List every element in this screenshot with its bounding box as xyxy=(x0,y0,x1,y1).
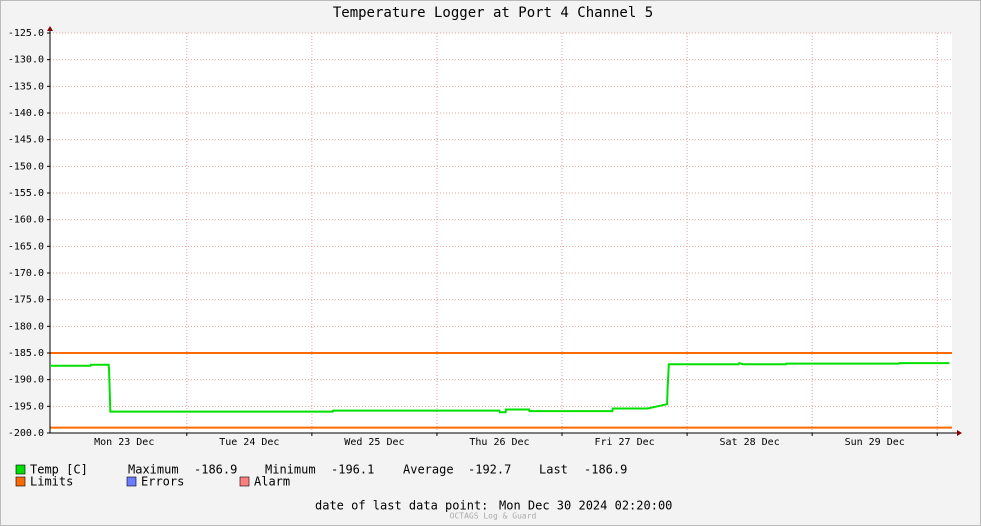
y-tick-label: -185.0 xyxy=(8,348,44,359)
legend-label: Errors xyxy=(141,475,184,489)
x-tick-label: Fri 27 Dec xyxy=(594,437,654,448)
y-tick-label: -190.0 xyxy=(8,375,44,386)
y-axis-arrow xyxy=(47,26,53,31)
x-tick-label: Sat 28 Dec xyxy=(720,437,780,448)
y-tick-label: -150.0 xyxy=(8,161,44,172)
y-tick-label: -125.0 xyxy=(8,28,44,39)
x-tick-label: Mon 23 Dec xyxy=(94,437,154,448)
x-tick-label: Tue 24 Dec xyxy=(219,437,279,448)
y-tick-label: -140.0 xyxy=(8,108,44,119)
legend-label: Alarm xyxy=(254,475,290,489)
x-tick-label: Wed 25 Dec xyxy=(344,437,404,448)
footer-value: Mon Dec 30 2024 02:20:00 xyxy=(499,499,672,513)
y-tick-label: -175.0 xyxy=(8,295,44,306)
plot-area xyxy=(50,33,952,433)
x-tick-label: Thu 26 Dec xyxy=(469,437,529,448)
footer-label: date of last data point: xyxy=(315,499,488,513)
y-tick-label: -135.0 xyxy=(8,81,44,92)
stat-label: Average xyxy=(403,463,454,477)
y-tick-label: -200.0 xyxy=(8,428,44,439)
stat-value: -186.9 xyxy=(194,463,237,477)
y-tick-label: -160.0 xyxy=(8,215,44,226)
legend-swatch xyxy=(15,464,26,475)
chart-title: Temperature Logger at Port 4 Channel 5 xyxy=(333,5,653,21)
stat-value: -196.1 xyxy=(331,463,374,477)
x-tick-label: Sun 29 Dec xyxy=(845,437,905,448)
y-tick-label: -195.0 xyxy=(8,401,44,412)
watermark: OCTAGS Log & Guard xyxy=(450,512,537,521)
stat-value: -186.9 xyxy=(584,463,627,477)
y-tick-label: -155.0 xyxy=(8,188,44,199)
y-tick-label: -130.0 xyxy=(8,55,44,66)
legend-swatch xyxy=(15,476,26,487)
x-axis-arrow xyxy=(957,430,962,436)
series-line xyxy=(50,361,950,414)
legend-label: Limits xyxy=(30,475,73,489)
legend-swatch xyxy=(239,476,250,487)
legend-label: Temp [C] xyxy=(30,463,88,477)
legend-swatch xyxy=(126,476,137,487)
stat-label: Last xyxy=(539,463,568,477)
stat-label: Maximum xyxy=(128,463,179,477)
stat-value: -192.7 xyxy=(468,463,511,477)
y-tick-label: -165.0 xyxy=(8,241,44,252)
y-tick-label: -145.0 xyxy=(8,135,44,146)
y-tick-label: -180.0 xyxy=(8,321,44,332)
stat-label: Minimum xyxy=(265,463,316,477)
y-tick-label: -170.0 xyxy=(8,268,44,279)
